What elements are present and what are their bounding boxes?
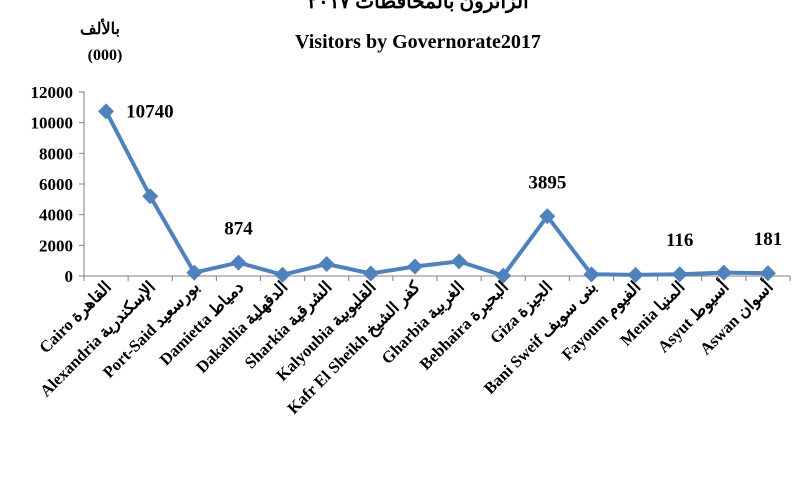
data-label: 181 [754, 229, 783, 250]
series-line [104, 109, 770, 278]
data-label: 10740 [126, 101, 174, 122]
y-tick-label: 10000 [31, 114, 74, 133]
data-point-marker [318, 256, 335, 273]
y-tick-label: 12000 [31, 83, 74, 102]
unit-label-arabic: بالألف [80, 18, 120, 38]
chart-title-arabic: ﺍﻟﺰﺍﺋﺮﻭﻥ ﺑﺎﻟﻤﺤﺎﻓﻈﺎﺕ ٢٠١٧ [307, 0, 528, 14]
unit-label: (000) [88, 47, 123, 64]
data-point-marker [583, 266, 600, 283]
y-tick-label: 0 [65, 267, 74, 286]
data-point-marker [671, 266, 688, 283]
y-tick-label: 6000 [39, 175, 73, 194]
data-point-marker [98, 103, 115, 120]
plot-area: 10740 874 3895 116 181 [98, 101, 783, 284]
data-point-marker [274, 266, 291, 283]
data-point-marker [406, 258, 423, 275]
y-tick-label: 2000 [39, 236, 73, 255]
data-point-marker [539, 208, 556, 225]
data-point-marker [715, 264, 732, 281]
data-label: 874 [224, 219, 253, 240]
data-point-marker [759, 265, 776, 282]
data-point-marker [230, 254, 247, 271]
data-point-marker [495, 267, 512, 284]
data-point-marker [362, 265, 379, 282]
data-label: 3895 [528, 172, 566, 193]
data-point-marker [451, 253, 468, 270]
chart-title: Visitors by Governorate2017 [295, 31, 541, 53]
data-label: 116 [666, 230, 693, 251]
y-tick-label: 8000 [39, 144, 73, 163]
data-point-marker [186, 264, 203, 281]
data-point-marker [142, 188, 159, 205]
data-point-marker [627, 266, 644, 283]
y-tick-label: 4000 [39, 206, 73, 225]
